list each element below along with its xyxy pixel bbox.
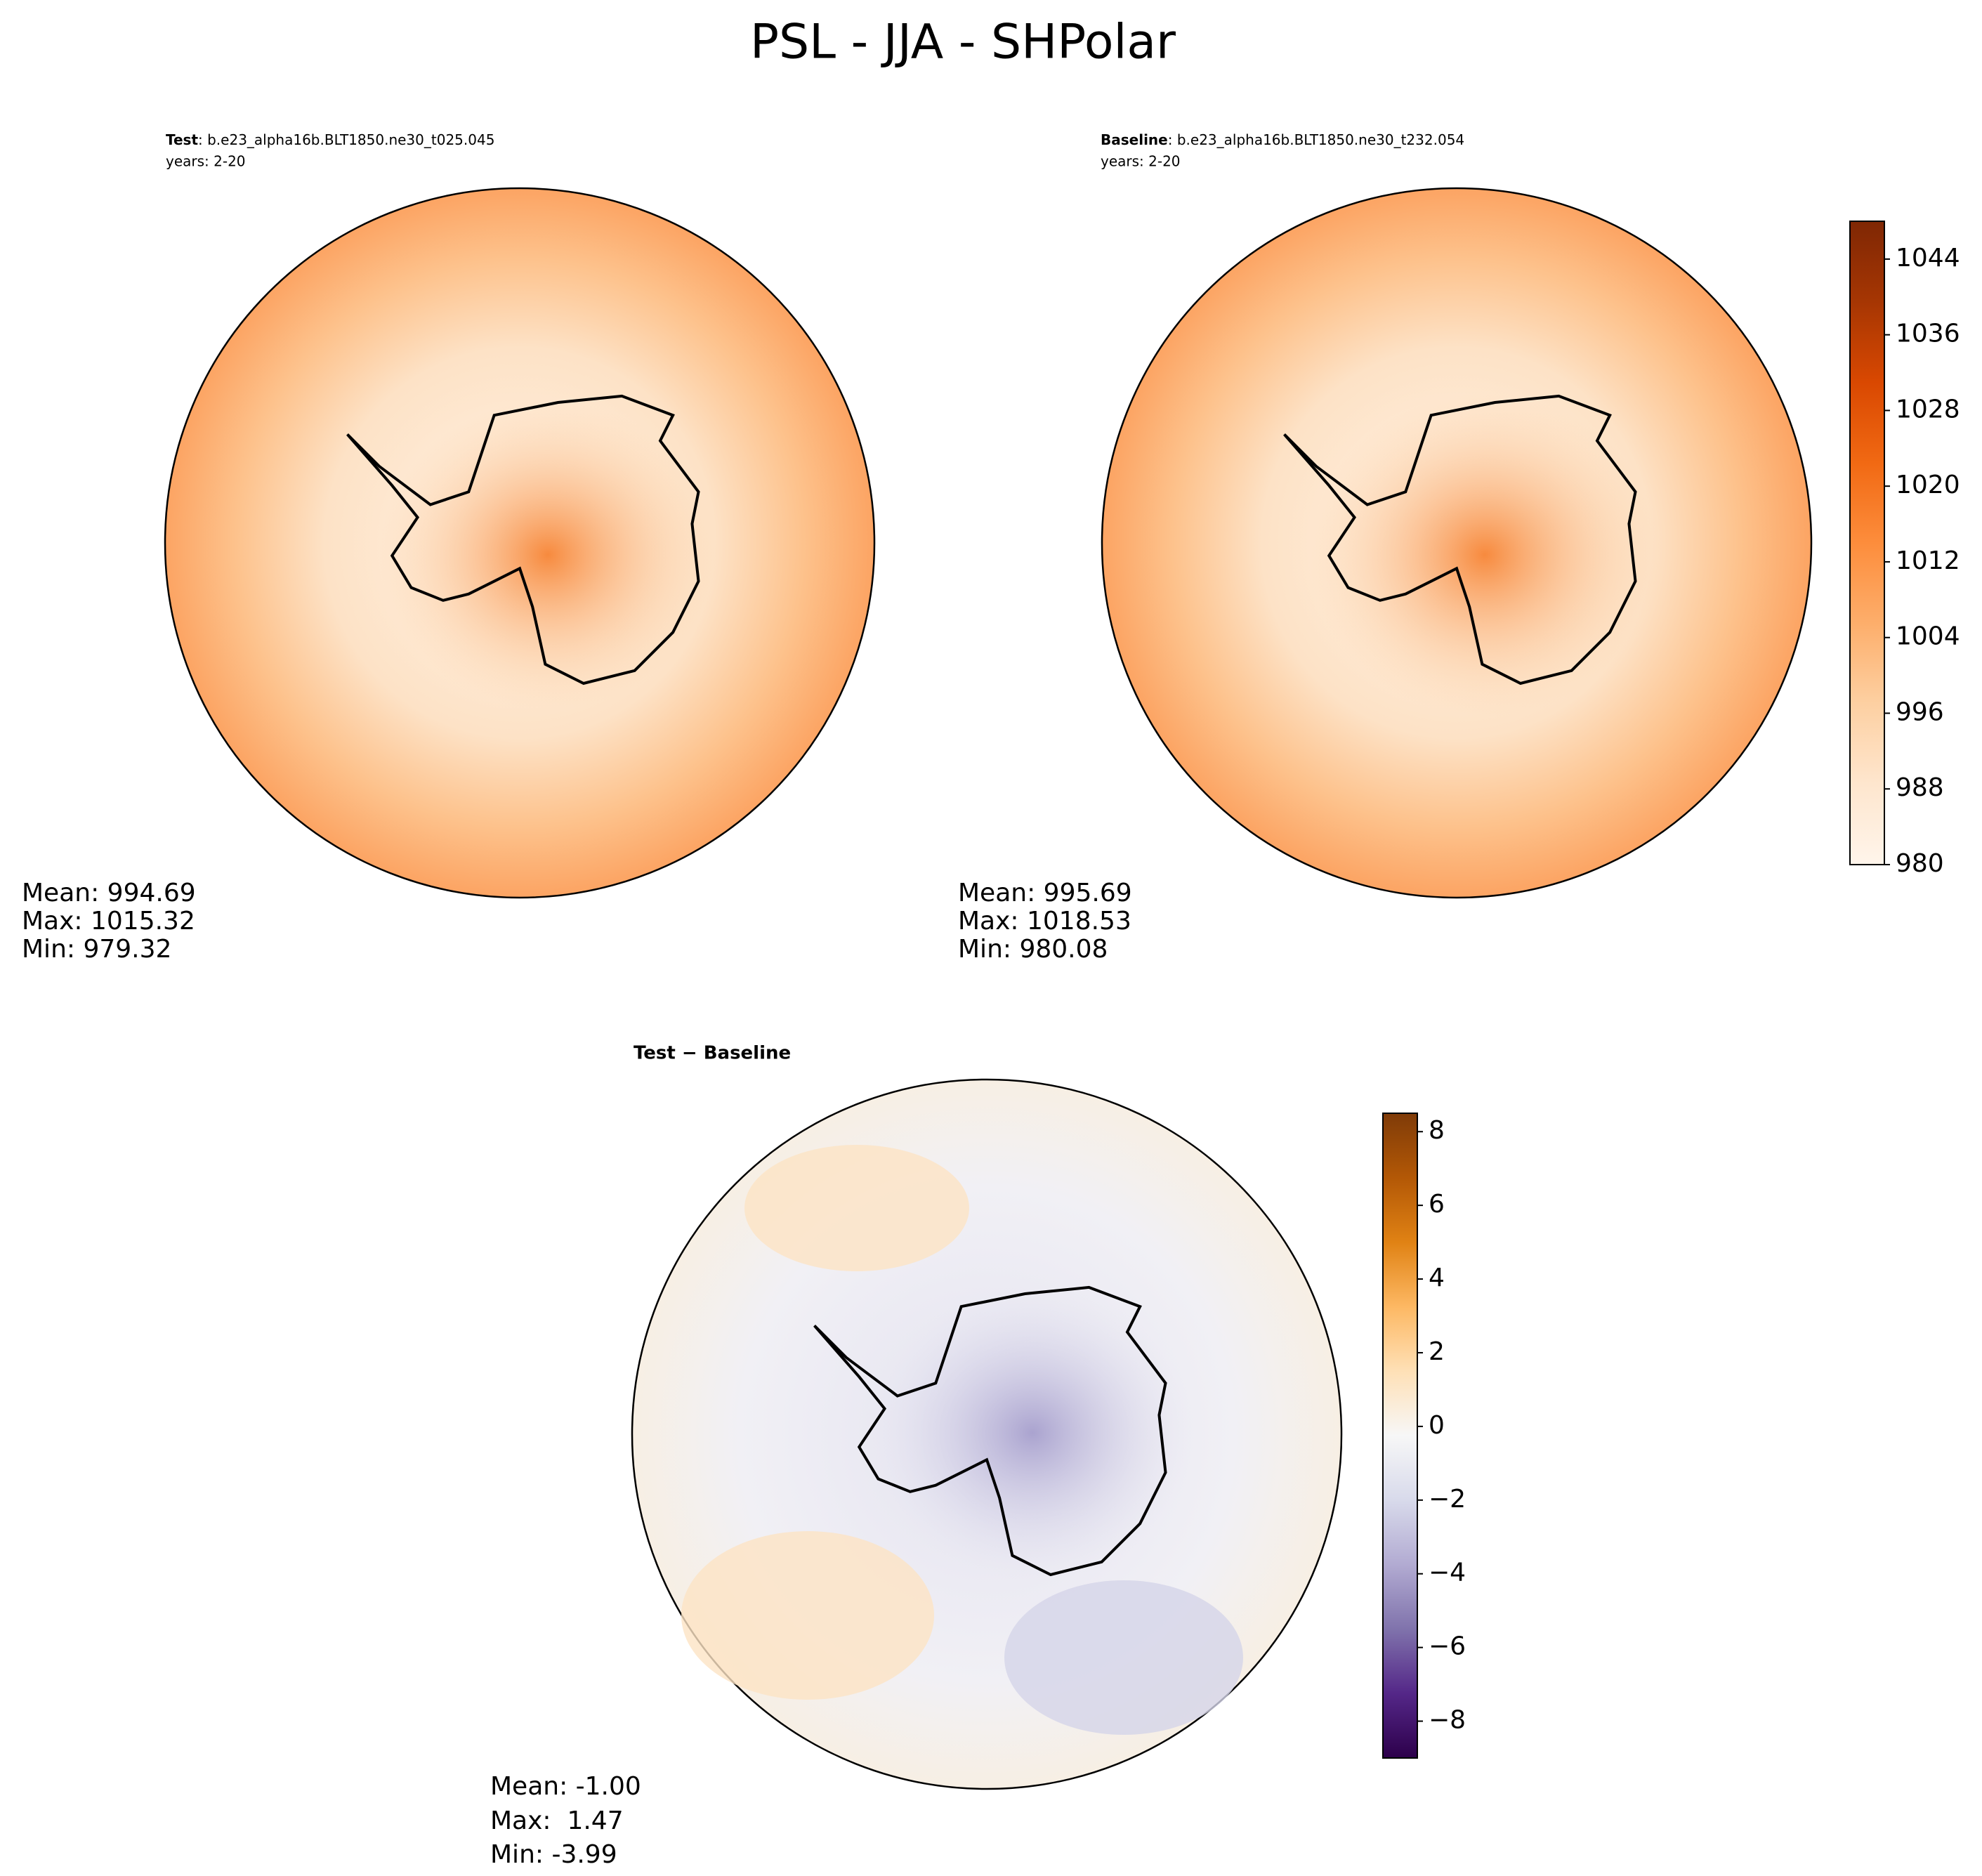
panel-label: Baseline: b.e23_alpha16b.BLT1850.ne30_t2… bbox=[1101, 131, 1464, 148]
stat: Max: 1018.53 bbox=[958, 907, 1131, 936]
map-panel: Test: b.e23_alpha16b.BLT1850.ne30_t025.0… bbox=[22, 131, 876, 964]
panel-years: years: 2-20 bbox=[166, 153, 246, 170]
colorbar-tick-label: 1044 bbox=[1896, 244, 1960, 273]
colorbar-tick-label: 1004 bbox=[1896, 622, 1960, 651]
figure-title: PSL - JJA - SHPolar bbox=[750, 15, 1176, 70]
colorbar-tick-label: 4 bbox=[1429, 1264, 1445, 1292]
colorbar-tick-label: 996 bbox=[1896, 697, 1944, 726]
colorbar-tick-label: 1028 bbox=[1896, 395, 1960, 424]
colorbar-tick-label: −8 bbox=[1429, 1706, 1466, 1735]
stat: Max: 1015.32 bbox=[22, 907, 195, 936]
colorbar-tick-label: 988 bbox=[1896, 773, 1944, 802]
stat: Mean: 995.69 bbox=[958, 879, 1132, 907]
stat: Mean: 994.69 bbox=[22, 879, 196, 907]
colorbar-tick-label: 1012 bbox=[1896, 546, 1960, 575]
stat: Min: 979.32 bbox=[22, 935, 171, 964]
panel-label: Test: b.e23_alpha16b.BLT1850.ne30_t025.0… bbox=[166, 131, 494, 148]
map-field bbox=[379, 400, 716, 709]
colorbar-tick-label: 0 bbox=[1429, 1411, 1445, 1440]
map-panel: Test − Baseline Mean: -1.00 Max: 1.47 Mi… bbox=[490, 1043, 1343, 1869]
map-field bbox=[681, 1531, 934, 1700]
stat: Min: 980.08 bbox=[958, 935, 1108, 964]
colorbar-tick-label: 1020 bbox=[1896, 471, 1960, 499]
map-field bbox=[1309, 393, 1660, 716]
colorbar bbox=[1849, 221, 1885, 865]
panel-label: Test − Baseline bbox=[634, 1043, 791, 1064]
colorbar-tick-label: −2 bbox=[1429, 1485, 1466, 1514]
stat: Max: 1.47 bbox=[490, 1806, 624, 1835]
map-field bbox=[1004, 1580, 1243, 1735]
colorbar-tick-label: 1036 bbox=[1896, 320, 1960, 348]
colorbar-tick-label: 980 bbox=[1896, 849, 1944, 878]
stat: Min: -3.99 bbox=[490, 1840, 617, 1869]
colorbar-tick-label: 8 bbox=[1429, 1116, 1445, 1145]
colorbar-tick-label: 2 bbox=[1429, 1337, 1445, 1366]
map-field bbox=[744, 1145, 969, 1271]
colorbar-tick-label: −4 bbox=[1429, 1559, 1466, 1587]
map-panel: Baseline: b.e23_alpha16b.BLT1850.ne30_t2… bbox=[958, 131, 1813, 964]
panel-years: years: 2-20 bbox=[1101, 153, 1181, 170]
colorbar-tick-label: −6 bbox=[1429, 1632, 1466, 1661]
colorbar-tick-label: 6 bbox=[1429, 1190, 1445, 1219]
map-field bbox=[871, 1285, 1194, 1580]
colorbar bbox=[1382, 1113, 1418, 1759]
stat: Mean: -1.00 bbox=[490, 1772, 641, 1801]
